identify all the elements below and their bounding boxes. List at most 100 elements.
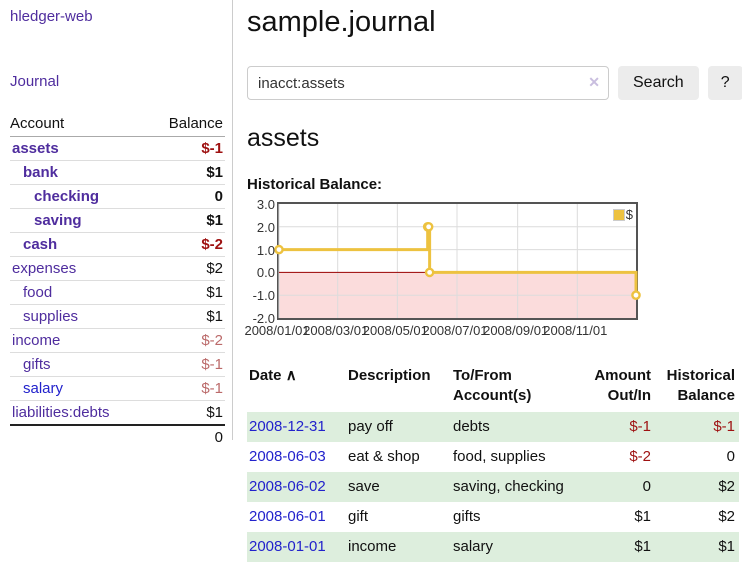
data-point-marker — [274, 244, 284, 255]
transaction-amount: 0 — [642, 478, 651, 495]
brand-link[interactable]: hledger-web — [10, 8, 93, 25]
account-row: expenses $2 — [10, 256, 225, 281]
search-box: ✕ — [247, 66, 609, 100]
transaction-amount: $-2 — [629, 448, 651, 465]
account-link-expenses[interactable]: expenses — [12, 260, 77, 277]
register-row: 2008-06-02 save saving, checking 0 $2 — [247, 472, 739, 502]
account-row: gifts $-1 — [10, 352, 225, 377]
account-link-supplies[interactable]: supplies — [23, 308, 79, 325]
account-row: income $-2 — [10, 328, 225, 353]
account-link-assets[interactable]: assets — [12, 140, 59, 157]
sidebar: hledger-web Journal Account Balance asse… — [0, 0, 233, 449]
account-row: supplies $1 — [10, 304, 225, 329]
transaction-accounts: gifts — [453, 508, 481, 525]
data-point-marker — [631, 290, 641, 300]
transaction-date-link[interactable]: 2008-12-31 — [249, 418, 326, 435]
column-header-balance: Balance — [148, 112, 225, 137]
chart-legend: $ — [612, 207, 633, 222]
historical-balance-chart: $ 3.0 2.0 1.0 0.0 -1.0 -2.0 2008/01/01 2008/03… — [244, 197, 641, 341]
page-title: sample.journal — [247, 6, 436, 38]
sort-ascending-icon: ∧ — [285, 367, 297, 384]
account-heading: assets — [247, 124, 320, 152]
account-link-salary[interactable]: salary — [23, 380, 64, 397]
account-row: saving $1 — [10, 208, 225, 233]
transaction-description: pay off — [348, 418, 393, 435]
sidebar-item-journal[interactable]: Journal — [10, 73, 60, 90]
x-axis-tick-label: 2008/01/01 — [244, 323, 310, 338]
account-row: food $1 — [10, 280, 225, 305]
x-axis-tick-label: 2008/03/01 — [303, 323, 369, 338]
account-balance: $1 — [148, 304, 225, 329]
transaction-balance: $-1 — [713, 418, 735, 435]
account-link-bank[interactable]: bank — [23, 164, 59, 181]
transaction-date-link[interactable]: 2008-06-03 — [249, 448, 326, 465]
legend-swatch — [612, 208, 625, 221]
account-balances-table: Account Balance assets $-1 bank $1 checking 0… — [10, 112, 225, 449]
y-axis-tick-label: -1.0 — [252, 288, 275, 304]
transaction-amount: $1 — [634, 538, 651, 555]
y-axis-tick-label: 1.0 — [256, 242, 275, 258]
search-button[interactable]: Search — [618, 66, 699, 100]
column-header-balance: Historical Balance — [666, 367, 735, 404]
transaction-accounts: food, supplies — [453, 448, 546, 465]
y-axis-tick-label: 0.0 — [256, 265, 275, 281]
account-balance: $1 — [148, 160, 225, 185]
column-header-description: Description — [348, 367, 431, 384]
transaction-balance: $2 — [718, 508, 735, 525]
account-link-liabilities-debts[interactable]: liabilities:debts — [12, 404, 110, 421]
transaction-accounts: salary — [453, 538, 494, 555]
account-balance: $-1 — [148, 376, 225, 401]
account-balance: $-2 — [148, 232, 225, 257]
account-balance: $1 — [148, 208, 225, 233]
data-point-marker — [424, 267, 435, 278]
search-input[interactable] — [247, 66, 609, 100]
column-header-amount: Amount Out/In — [594, 367, 651, 404]
column-header-date[interactable]: Date ∧ — [249, 367, 297, 384]
account-link-income[interactable]: income — [12, 332, 61, 349]
chart-x-axis-labels: 2008/01/01 2008/03/01 2008/05/01 2008/07/01… — [244, 323, 638, 341]
account-balance: 0 — [148, 184, 225, 209]
sidebar-nav: Journal — [10, 73, 224, 91]
account-row: liabilities:debts $1 — [10, 400, 225, 425]
transaction-description: save — [348, 478, 380, 495]
x-axis-tick-label: 2008/05/01 — [362, 323, 428, 338]
account-link-food[interactable]: food — [23, 284, 53, 301]
transaction-balance: $2 — [718, 478, 735, 495]
account-row: bank $1 — [10, 160, 225, 185]
column-header-account: Account — [10, 112, 149, 137]
transaction-accounts: debts — [453, 418, 490, 435]
account-balance: $-1 — [201, 140, 223, 157]
transaction-amount: $-1 — [629, 418, 651, 435]
register-row: 2008-06-01 gift gifts $1 $2 — [247, 502, 739, 532]
transaction-description: income — [348, 538, 397, 555]
account-row: checking 0 — [10, 184, 225, 209]
register-table: Date ∧ Description To/From Account(s) Am… — [247, 362, 739, 562]
account-balance: $-2 — [148, 328, 225, 353]
account-link-gifts[interactable]: gifts — [23, 356, 51, 373]
transaction-amount: $1 — [634, 508, 651, 525]
register-row: 2008-12-31 pay off debts $-1 $-1 — [247, 412, 739, 442]
account-row: assets $-1 — [10, 137, 225, 161]
transaction-description: gift — [348, 508, 369, 525]
transaction-accounts: saving, checking — [453, 478, 564, 495]
account-balance: $1 — [148, 400, 225, 425]
account-link-checking[interactable]: checking — [34, 188, 100, 205]
transaction-date-link[interactable]: 2008-01-01 — [249, 538, 326, 555]
x-axis-tick-label: 2008/11/01 — [543, 323, 608, 338]
account-link-saving[interactable]: saving — [34, 212, 82, 229]
x-axis-tick-label: 2008/07/01 — [422, 323, 488, 338]
register-row: 2008-01-01 income salary $1 $1 — [247, 532, 739, 562]
transaction-description: eat & shop — [348, 448, 420, 465]
help-button[interactable]: ? — [707, 66, 742, 100]
transaction-date-link[interactable]: 2008-06-01 — [249, 508, 326, 525]
search-bar: ✕ Search ? — [247, 66, 742, 100]
chart-plot: $ 3.0 2.0 1.0 0.0 -1.0 -2.0 — [253, 197, 641, 326]
clear-search-icon[interactable]: ✕ — [588, 74, 600, 90]
legend-label: $ — [625, 207, 633, 222]
column-header-accounts: To/From Account(s) — [453, 367, 532, 404]
account-link-cash[interactable]: cash — [23, 236, 58, 253]
chart-title: Historical Balance: — [247, 176, 383, 193]
transaction-date-link[interactable]: 2008-06-02 — [249, 478, 326, 495]
y-axis-tick-label: 3.0 — [256, 197, 275, 212]
